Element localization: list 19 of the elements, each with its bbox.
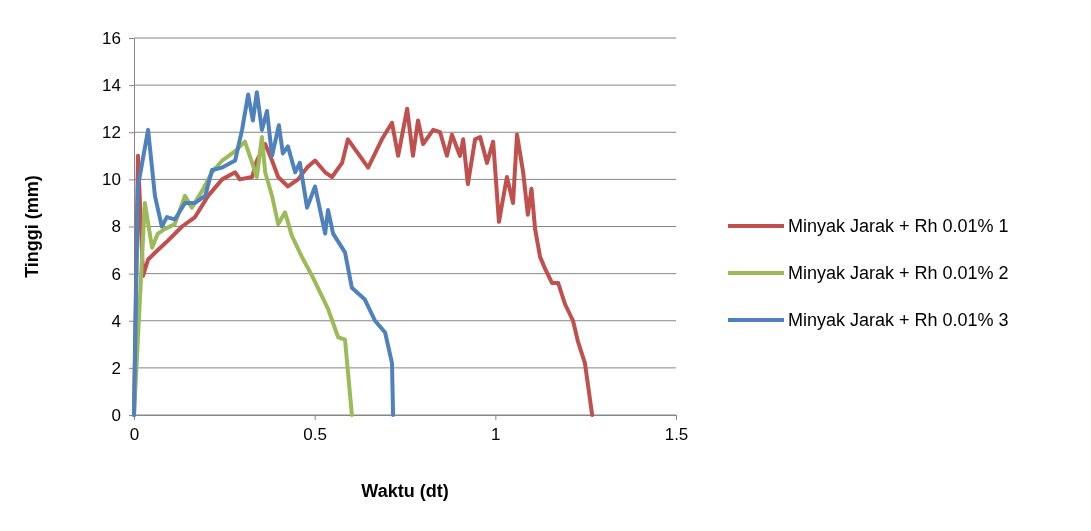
y-tick-label: 12 xyxy=(102,123,121,143)
legend-label: Minyak Jarak + Rh 0.01% 1 xyxy=(788,216,1009,236)
y-tick-label: 0 xyxy=(111,405,121,425)
x-tick-label: 0.5 xyxy=(303,425,327,445)
y-tick-label: 16 xyxy=(102,28,121,48)
x-tick-label: 1 xyxy=(491,425,501,445)
y-axis-title: Tinggi (mm) xyxy=(22,175,42,278)
legend-label: Minyak Jarak + Rh 0.01% 3 xyxy=(788,310,1009,330)
y-tick-label: 6 xyxy=(111,264,121,284)
y-tick-label: 4 xyxy=(111,311,121,331)
legend-label: Minyak Jarak + Rh 0.01% 2 xyxy=(788,263,1009,283)
x-tick-label: 1.5 xyxy=(664,425,689,445)
line-series xyxy=(132,90,396,417)
y-tick-label: 14 xyxy=(102,76,121,96)
y-tick-label: 10 xyxy=(102,170,121,190)
x-tick-label: 0 xyxy=(129,425,140,445)
y-tick-label: 2 xyxy=(111,358,121,378)
y-tick-label: 8 xyxy=(111,217,121,237)
x-axis-title: Waktu (dt) xyxy=(361,481,449,501)
